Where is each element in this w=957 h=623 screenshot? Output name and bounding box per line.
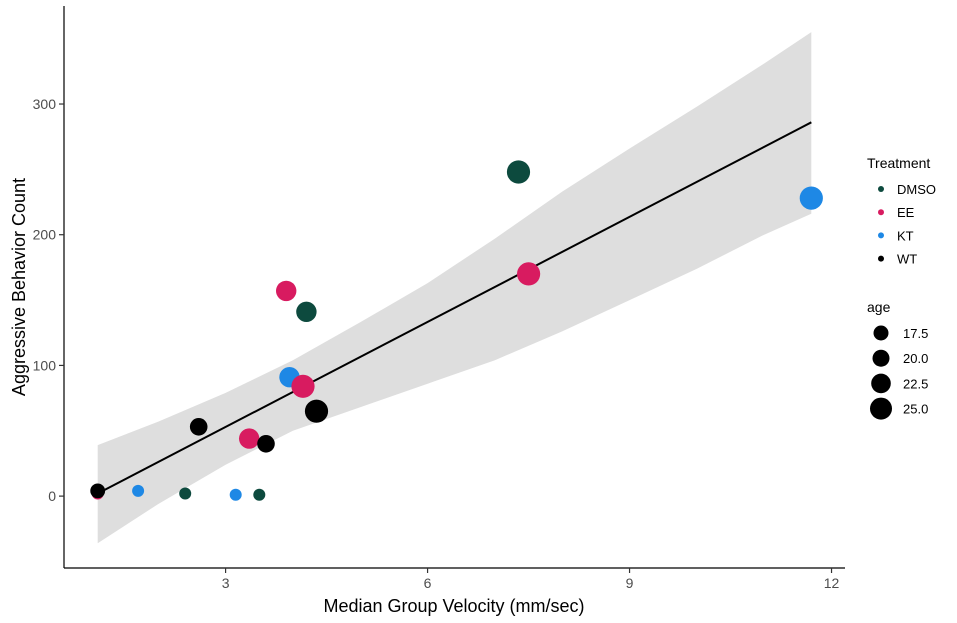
size-label: 20.0 [903, 351, 928, 366]
y-tick-label: 200 [33, 227, 57, 243]
data-point-dmso [179, 487, 192, 500]
legend-label-kt: KT [897, 228, 914, 243]
data-point-wt [257, 435, 275, 453]
data-point-wt [304, 399, 329, 423]
y-tick-label: 100 [33, 357, 57, 373]
size-key [871, 373, 891, 394]
size-key [872, 349, 890, 367]
data-point-kt [799, 186, 823, 210]
x-ticks: 3 6 9 12 [222, 568, 840, 591]
y-tick-label: 0 [48, 488, 56, 504]
data-point-ee [239, 428, 260, 449]
size-key [873, 325, 889, 341]
data-point-kt [132, 484, 145, 497]
size-label: 22.5 [903, 376, 928, 391]
data-point-ee [276, 280, 297, 302]
legend-key-wt [878, 255, 884, 262]
y-ticks: 0 100 200 300 [33, 96, 64, 504]
legend-key-ee [878, 209, 884, 216]
confidence-band-layer [97, 32, 812, 544]
data-point-ee [291, 374, 315, 398]
data-point-wt [90, 483, 106, 499]
y-axis-title: Aggressive Behavior Count [9, 178, 29, 396]
size-legend: age 17.5 20.0 22.5 25.0 [867, 299, 928, 420]
y-tick-label: 300 [33, 96, 57, 112]
data-point-wt [189, 418, 208, 436]
regression-line [97, 121, 812, 495]
color-legend-title: Treatment [867, 155, 930, 171]
legend-key-kt [878, 232, 884, 239]
x-tick-label: 12 [824, 575, 840, 591]
data-point-dmso [296, 301, 317, 322]
legend-label-dmso: DMSO [897, 182, 936, 197]
data-point-kt [229, 488, 242, 501]
x-tick-label: 9 [626, 575, 634, 591]
size-legend-title: age [867, 299, 891, 315]
legend-key-dmso [878, 186, 884, 192]
data-point-ee [517, 262, 541, 286]
confidence-band [97, 32, 812, 544]
data-point-dmso [506, 160, 531, 184]
size-label: 25.0 [903, 402, 928, 417]
legend-label-wt: WT [897, 252, 917, 267]
size-label: 17.5 [903, 326, 928, 341]
x-tick-label: 6 [424, 575, 432, 591]
legend-label-ee: EE [897, 205, 915, 220]
regression-line-layer [97, 121, 812, 495]
x-axis-title: Median Group Velocity (mm/sec) [323, 596, 584, 616]
color-legend: Treatment DMSO EE KT WT [867, 155, 936, 267]
data-point-dmso [253, 488, 266, 501]
size-key [870, 397, 892, 420]
x-tick-label: 3 [222, 575, 230, 591]
points-layer [90, 160, 823, 501]
